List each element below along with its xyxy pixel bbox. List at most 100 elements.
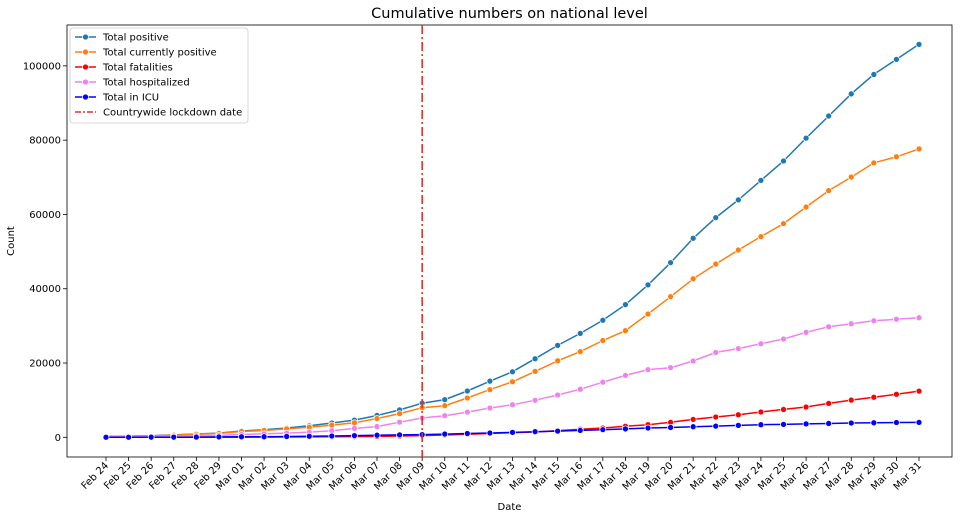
data-point <box>757 340 765 348</box>
data-point <box>215 433 223 441</box>
legend-marker <box>82 93 89 101</box>
series-4 <box>102 419 923 441</box>
data-point <box>373 423 381 430</box>
data-point <box>622 327 629 335</box>
data-point <box>780 335 787 343</box>
data-point <box>893 56 900 63</box>
legend-item: Total in ICU <box>75 93 159 104</box>
data-point <box>599 316 607 324</box>
data-point <box>893 153 900 161</box>
data-point <box>825 112 833 120</box>
data-point <box>780 157 787 165</box>
data-point <box>825 323 833 331</box>
data-point <box>757 421 765 429</box>
data-point <box>780 406 787 413</box>
data-point <box>689 357 697 365</box>
data-point <box>441 402 449 410</box>
data-point <box>554 342 562 349</box>
data-point <box>463 408 471 416</box>
data-point <box>734 196 742 204</box>
legend-label: Total currently positive <box>102 48 217 59</box>
data-point <box>441 396 449 403</box>
y-tick-label: 100000 <box>23 61 61 72</box>
data-point <box>757 408 765 416</box>
data-point <box>554 391 562 399</box>
data-point <box>283 433 291 440</box>
chart-title: Cumulative numbers on national level <box>371 6 648 22</box>
data-point <box>576 385 584 393</box>
data-point <box>870 419 878 427</box>
data-point <box>554 427 562 435</box>
y-tick-label: 80000 <box>29 136 61 147</box>
data-point <box>915 145 923 153</box>
data-point <box>712 349 720 356</box>
data-point <box>531 355 539 363</box>
data-point <box>260 433 268 441</box>
data-point <box>238 433 245 441</box>
data-point <box>825 187 833 194</box>
data-point <box>847 320 855 328</box>
y-tick-label: 40000 <box>29 284 61 295</box>
y-tick-label: 0 <box>55 433 61 444</box>
data-point <box>576 348 584 355</box>
data-point <box>870 71 878 78</box>
data-point <box>644 281 652 289</box>
data-point <box>667 424 674 431</box>
data-point <box>915 419 923 426</box>
data-point <box>802 203 810 211</box>
legend-marker <box>82 33 89 41</box>
legend-label: Total in ICU <box>102 93 159 104</box>
data-point <box>689 234 697 242</box>
data-point <box>915 40 923 48</box>
data-point <box>509 429 516 436</box>
data-point <box>893 315 900 323</box>
data-point <box>441 430 449 438</box>
data-point <box>486 404 494 412</box>
data-point <box>192 433 200 441</box>
data-point <box>644 310 652 318</box>
data-point <box>351 425 358 432</box>
data-point <box>373 415 381 422</box>
legend-marker <box>82 78 89 86</box>
data-point <box>463 394 471 402</box>
data-point <box>734 411 742 419</box>
legend: Total positive Total currently positive To… <box>69 27 249 124</box>
data-point <box>125 433 132 441</box>
legend-marker <box>82 63 89 71</box>
data-point <box>802 328 810 336</box>
data-point <box>870 317 878 325</box>
y-axis: 0 20000 40000 60000 80000 100000 <box>23 61 67 444</box>
data-point <box>509 378 516 386</box>
data-point <box>667 259 674 267</box>
x-axis-label: Date <box>498 502 522 513</box>
data-point <box>351 419 358 427</box>
data-point <box>712 214 720 221</box>
data-point <box>780 220 787 227</box>
data-point <box>712 260 720 268</box>
data-point <box>351 432 358 439</box>
legend-item: Total hospitalized <box>75 78 190 89</box>
legend-label: Total positive <box>102 33 169 44</box>
data-point <box>486 377 494 385</box>
data-point <box>576 427 584 434</box>
legend-marker <box>82 48 89 56</box>
data-point <box>757 233 765 240</box>
data-point <box>825 400 833 407</box>
data-point <box>847 419 855 427</box>
legend-item: Countrywide lockdown date <box>75 108 242 119</box>
data-point <box>915 314 923 322</box>
data-point <box>441 412 449 420</box>
legend-item: Total fatalities <box>75 63 173 74</box>
data-point <box>757 177 765 184</box>
data-point <box>509 368 516 376</box>
data-point <box>531 396 539 404</box>
data-point <box>734 246 742 254</box>
data-point <box>689 423 697 431</box>
data-point <box>847 396 855 404</box>
data-point <box>622 425 629 433</box>
data-point <box>802 134 810 142</box>
data-point <box>870 159 878 167</box>
y-tick-label: 20000 <box>29 359 61 370</box>
data-point <box>328 421 336 429</box>
data-point <box>825 420 833 427</box>
